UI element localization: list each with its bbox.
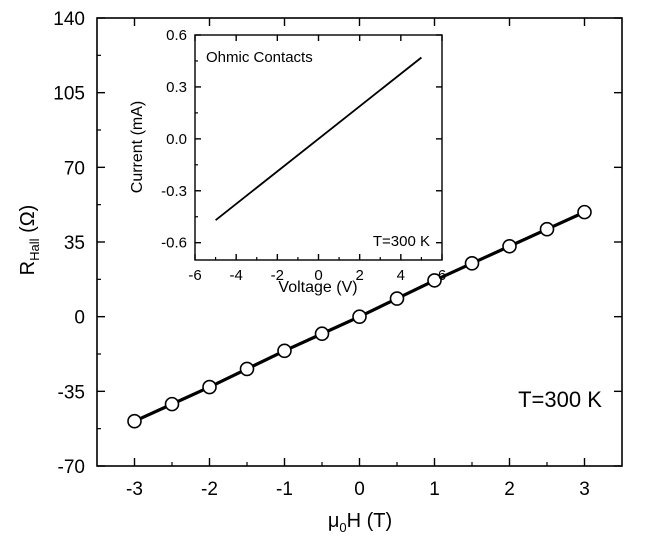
main-y-tick-label: 0: [74, 308, 85, 329]
main-data-point: [389, 291, 405, 306]
main-x-axis-title: μ0H (T): [328, 510, 392, 535]
main-y-tick-label: 35: [64, 233, 85, 254]
main-series-points: [127, 204, 592, 429]
main-data-point: [539, 221, 555, 237]
main-x-tick-label: 2: [504, 479, 515, 500]
main-x-tick-label: -2: [201, 479, 218, 500]
main-x-axis-title-base: μ: [328, 510, 340, 532]
main-x-tick-label: 1: [429, 479, 440, 500]
inset-y-tick-label: 0.0: [166, 131, 187, 148]
main-data-point: [127, 413, 142, 429]
inset-y-tick-label: 0.3: [166, 79, 187, 96]
main-x-tick-label: -3: [126, 479, 143, 500]
main-data-point: [464, 256, 480, 271]
inset-y-ticks: -0.6 -0.3 0.0 0.3 0.6: [161, 27, 442, 252]
main-data-point: [427, 273, 442, 288]
inset-x-tick-label: 2: [355, 267, 363, 284]
inset-x-axis-title: Voltage (V): [278, 279, 357, 296]
main-y-axis-title-rest: (Ω): [17, 205, 39, 239]
main-x-axis-title-rest: H (T): [347, 510, 393, 532]
main-y-tick-label: 70: [64, 158, 85, 179]
inset-y-tick-label: 0.6: [166, 27, 187, 44]
main-x-ticks: -3 -2 -1 0 1 2 3: [126, 18, 590, 500]
inset-y-tick-label: -0.6: [161, 235, 187, 252]
inset-plot: -6 -4 -2 0 2 4 6 -0.6 -0.3 0.0 0.3 0.6 Ohmic Conta…: [129, 27, 446, 296]
main-data-point: [577, 204, 592, 220]
main-annotation: T=300 K: [518, 387, 602, 412]
main-data-point: [202, 379, 217, 395]
main-data-point: [314, 326, 330, 342]
inset-x-tick-label: 4: [397, 267, 405, 284]
inset-x-tick-label: -6: [188, 267, 201, 284]
inset-title: Ohmic Contacts: [206, 49, 313, 66]
main-y-axis-title: RHall (Ω): [17, 205, 42, 276]
inset-x-tick-label: 0: [314, 267, 322, 284]
inset-plot-frame: [194, 34, 443, 261]
main-data-point: [239, 361, 255, 377]
main-data-point: [277, 343, 292, 359]
inset-x-tick-label: -2: [271, 267, 284, 284]
main-y-axis-title-sub: Hall: [27, 238, 42, 261]
inset-x-tick-label: 6: [438, 267, 446, 284]
inset-y-tick-label: -0.3: [161, 183, 187, 200]
main-y-tick-label: -35: [58, 382, 85, 403]
main-x-tick-label: -1: [276, 479, 293, 500]
main-y-ticks: -70 -35 0 35 70 105 140: [53, 9, 622, 478]
inset-series-line-path: [215, 56, 422, 221]
main-y-axis-title-base: R: [17, 261, 39, 275]
inset-annotation: T=300 K: [373, 233, 430, 250]
main-x-axis-title-sub: 0: [339, 520, 346, 535]
main-y-tick-label: 140: [53, 9, 85, 30]
main-x-tick-label: 3: [579, 479, 590, 500]
main-y-tick-label: 105: [53, 84, 85, 105]
main-x-tick-label: 0: [354, 479, 365, 500]
inset-x-tick-label: -4: [229, 267, 242, 284]
main-y-tick-label: -70: [58, 457, 85, 478]
main-data-point: [352, 309, 367, 324]
inset-y-axis-title: Current (mA): [129, 101, 146, 193]
main-data-point: [164, 396, 180, 412]
main-data-point: [502, 238, 517, 254]
inset-series-line: [215, 56, 422, 221]
inset-x-ticks: -6 -4 -2 0 2 4 6: [188, 35, 446, 284]
